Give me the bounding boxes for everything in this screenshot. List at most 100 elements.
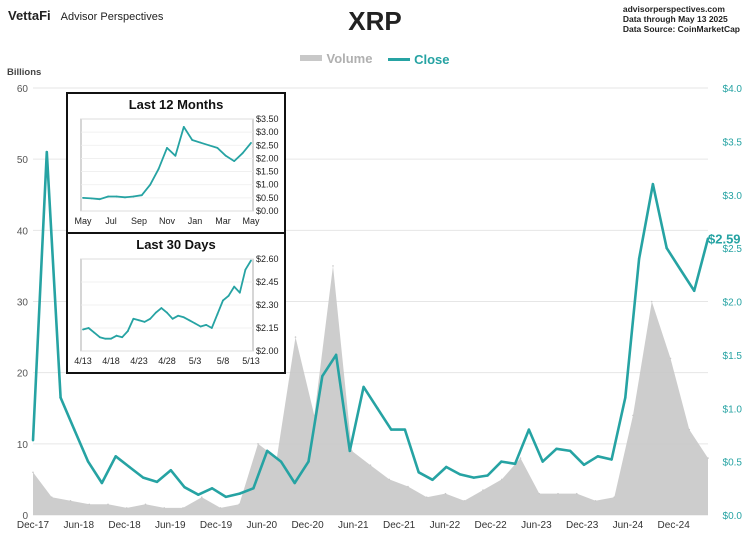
inset-close-point xyxy=(115,334,118,337)
inset-x-tick-label: Sep xyxy=(131,216,147,226)
y-tick-label-right: $1.0 xyxy=(723,404,743,415)
close-point xyxy=(541,460,544,463)
inset-close-point xyxy=(188,319,191,322)
inset-y-tick-label: $3.50 xyxy=(256,114,279,124)
volume-point xyxy=(257,443,259,445)
close-point xyxy=(169,468,172,472)
volume-point xyxy=(200,496,203,499)
inset-close-point xyxy=(98,336,101,339)
close-point xyxy=(293,481,296,485)
inset-close-point xyxy=(82,328,84,331)
x-tick-label: Jun-20 xyxy=(247,520,278,531)
close-point xyxy=(100,481,104,485)
x-tick-label: Dec-20 xyxy=(291,520,324,531)
inset-close-point xyxy=(233,160,236,162)
inset-y-tick-label: $0.50 xyxy=(256,193,279,203)
inset-title: Last 12 Months xyxy=(129,97,224,112)
y-tick-label-left: 40 xyxy=(17,226,29,237)
last-value-label: $2.59 xyxy=(708,232,741,247)
inset-x-tick-label: 4/13 xyxy=(74,356,92,366)
y-tick-label-left: 10 xyxy=(17,440,29,451)
volume-point xyxy=(144,503,147,506)
inset-close-point xyxy=(199,325,202,328)
chart-title: XRP xyxy=(348,6,402,36)
close-point xyxy=(73,428,76,431)
inset-close-point xyxy=(140,194,143,197)
inset-close-point xyxy=(126,330,129,332)
volume-point xyxy=(650,300,653,303)
inset-close-point xyxy=(244,268,247,271)
volume-point xyxy=(332,265,334,267)
volume-point xyxy=(69,499,72,502)
close-point xyxy=(389,428,393,431)
close-point xyxy=(624,396,627,399)
y-axis-label-left: Billions xyxy=(7,67,42,78)
x-tick-label: Dec-19 xyxy=(200,520,233,531)
source-notes: advisorperspectives.com Data through May… xyxy=(623,4,740,34)
close-point xyxy=(472,476,476,479)
volume-point xyxy=(594,499,597,502)
chart-legend: Volume Close xyxy=(0,49,750,67)
y-tick-label-right: $1.5 xyxy=(723,351,743,362)
inset-x-tick-label: 4/28 xyxy=(158,356,176,366)
y-tick-label-right: $0.5 xyxy=(723,458,743,469)
inset-close-point xyxy=(250,259,252,262)
volume-point xyxy=(688,428,691,431)
x-tick-label: Jun-24 xyxy=(613,520,644,531)
volume-point xyxy=(500,478,503,481)
inset-x-tick-label: 5/8 xyxy=(217,356,230,366)
x-tick-label: Dec-18 xyxy=(108,520,141,531)
inset-x-tick-label: Nov xyxy=(159,216,176,226)
close-point xyxy=(445,465,448,469)
close-point xyxy=(114,455,117,458)
x-tick-label: Jun-21 xyxy=(338,520,369,531)
inset-close-point xyxy=(138,319,140,322)
inset-x-tick-label: May xyxy=(242,216,260,226)
close-point xyxy=(458,473,462,476)
x-tick-label: Dec-21 xyxy=(383,520,416,531)
source-line-date: Data through May 13 2025 xyxy=(622,14,728,24)
close-point xyxy=(252,487,255,490)
close-point xyxy=(706,237,710,240)
inset-close-point xyxy=(107,195,110,198)
source-line-data: Data Source: CoinMarketCap xyxy=(622,24,740,34)
inset-close-point xyxy=(98,198,101,201)
y-tick-label-right: $0.0 xyxy=(723,511,743,522)
volume-point xyxy=(369,464,372,466)
brand-logo: VettaFi Advisor Perspectives xyxy=(8,8,163,23)
volume-point xyxy=(107,503,109,506)
inset-close-point xyxy=(149,317,152,320)
close-point xyxy=(348,449,352,453)
inset-x-tick-label: Mar xyxy=(215,216,231,226)
inset-close-point xyxy=(177,314,180,317)
volume-point xyxy=(519,457,522,459)
inset-close-point xyxy=(104,337,107,340)
inset-close-point xyxy=(166,147,168,149)
volume-point xyxy=(482,489,484,491)
close-point xyxy=(610,458,613,461)
inset-x-tick-label: Jan xyxy=(188,216,203,226)
inset-x-tick-label: Jul xyxy=(105,216,117,226)
volume-area xyxy=(33,265,708,515)
inset-y-tick-label: $1.50 xyxy=(256,167,279,177)
close-point xyxy=(376,407,379,410)
inset-close-point xyxy=(93,331,96,334)
volume-point xyxy=(238,503,241,506)
volume-point xyxy=(463,499,466,502)
inset-close-point xyxy=(222,299,224,302)
close-point xyxy=(307,460,310,463)
close-point xyxy=(555,447,558,451)
x-tick-label: Dec-17 xyxy=(17,520,50,531)
y-tick-label-right: $4.0 xyxy=(723,84,743,95)
inset-close-point xyxy=(241,152,244,155)
inset-y-tick-label: $3.00 xyxy=(256,127,279,137)
volume-point xyxy=(707,457,709,459)
inset-close-point xyxy=(132,195,135,198)
y-tick-label-left: 0 xyxy=(22,511,28,522)
close-point xyxy=(31,439,35,442)
close-point xyxy=(513,462,517,465)
inset-close-point xyxy=(174,154,177,157)
inset-x-tick-label: 4/18 xyxy=(102,356,120,366)
close-point xyxy=(86,460,90,463)
